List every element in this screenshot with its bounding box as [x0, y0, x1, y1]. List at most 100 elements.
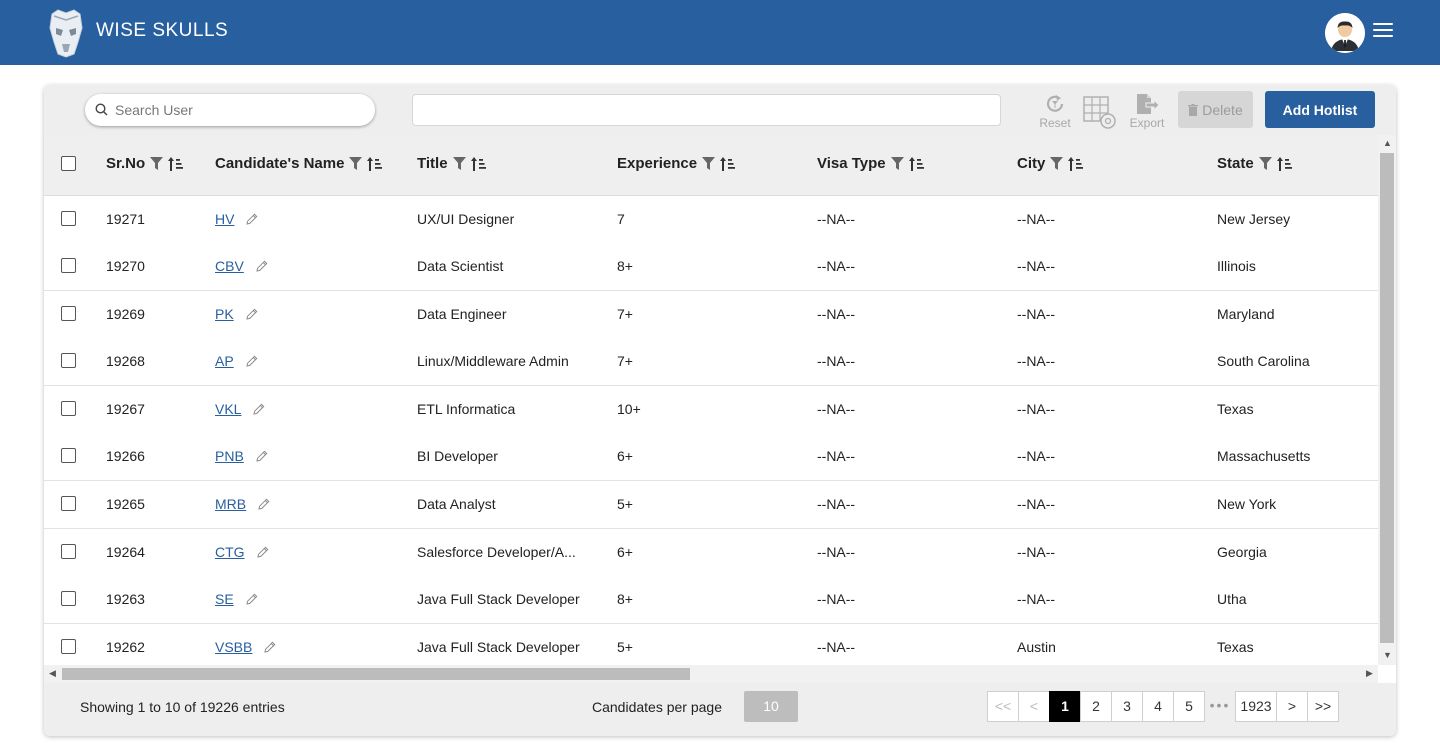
vertical-scrollbar[interactable]: ▲ ▼: [1378, 135, 1396, 665]
candidate-name-link[interactable]: HV: [215, 211, 235, 227]
column-header[interactable]: Sr.No: [106, 155, 184, 172]
page-button[interactable]: 2: [1080, 691, 1112, 722]
per-page-select[interactable]: 10: [744, 691, 798, 722]
scroll-down-arrow-icon[interactable]: ▼: [1383, 650, 1392, 660]
row-checkbox[interactable]: [61, 211, 76, 226]
sort-icon[interactable]: [908, 156, 924, 171]
page-button[interactable]: 1: [1049, 691, 1081, 722]
add-hotlist-button[interactable]: Add Hotlist: [1265, 91, 1375, 128]
table-row[interactable]: 19267 VKL ETL Informatica 10+ --NA-- --NA-- Te…: [44, 386, 1378, 434]
edit-pencil-icon[interactable]: [256, 450, 268, 462]
candidate-name-link[interactable]: AP: [215, 353, 234, 369]
page-button[interactable]: 4: [1142, 691, 1174, 722]
column-settings-button[interactable]: [1081, 95, 1119, 134]
edit-pencil-icon[interactable]: [256, 546, 269, 558]
filter-input[interactable]: [412, 94, 1001, 126]
filter-icon[interactable]: [349, 156, 363, 171]
sort-icon[interactable]: [367, 156, 383, 171]
last-page-button[interactable]: >>: [1307, 691, 1339, 722]
row-checkbox[interactable]: [61, 591, 76, 606]
row-checkbox[interactable]: [61, 306, 76, 321]
table-row[interactable]: 19266 PNB BI Developer 6+ --NA-- --NA-- Massac…: [44, 433, 1378, 481]
sort-icon[interactable]: [470, 156, 486, 171]
search-box[interactable]: [85, 94, 375, 126]
skull-logo-icon[interactable]: [48, 8, 84, 58]
prev-page-button[interactable]: <: [1018, 691, 1050, 722]
edit-pencil-icon[interactable]: [246, 308, 258, 320]
scroll-left-arrow-icon[interactable]: ◀: [49, 668, 56, 678]
edit-pencil-icon[interactable]: [246, 213, 258, 225]
edit-pencil-icon[interactable]: [246, 593, 258, 605]
candidate-name-cell: PK: [215, 291, 258, 338]
filter-icon[interactable]: [890, 156, 904, 171]
table-row[interactable]: 19269 PK Data Engineer 7+ --NA-- --NA-- Maryla…: [44, 291, 1378, 339]
row-checkbox[interactable]: [61, 401, 76, 416]
table-row[interactable]: 19263 SE Java Full Stack Developer 8+ --NA--…: [44, 576, 1378, 624]
candidate-name-link[interactable]: PNB: [215, 448, 244, 464]
search-icon: [95, 103, 108, 116]
column-header[interactable]: Candidate's Name: [215, 155, 383, 172]
table-row[interactable]: 19268 AP Linux/Middleware Admin 7+ --NA-- --N…: [44, 338, 1378, 386]
candidate-name-link[interactable]: CBV: [215, 258, 244, 274]
vertical-scroll-thumb[interactable]: [1380, 153, 1394, 643]
delete-button[interactable]: Delete: [1178, 91, 1253, 128]
candidate-name-cell: VSBB: [215, 624, 276, 671]
visa-type-cell: --NA--: [817, 448, 856, 464]
edit-pencil-icon[interactable]: [264, 641, 276, 653]
column-header[interactable]: City: [1017, 155, 1084, 172]
candidate-name-cell: HV: [215, 196, 258, 243]
sort-icon[interactable]: [1276, 156, 1292, 171]
scroll-up-arrow-icon[interactable]: ▲: [1383, 138, 1392, 148]
horizontal-scroll-thumb[interactable]: [62, 668, 690, 680]
edit-pencil-icon[interactable]: [258, 498, 270, 510]
select-all-checkbox[interactable]: [61, 156, 76, 171]
row-checkbox[interactable]: [61, 544, 76, 559]
table-row[interactable]: 19265 MRB Data Analyst 5+ --NA-- --NA-- New Yo…: [44, 481, 1378, 529]
hamburger-menu-icon[interactable]: [1373, 23, 1393, 41]
export-button[interactable]: Export: [1127, 93, 1167, 130]
page-button[interactable]: 5: [1173, 691, 1205, 722]
candidate-name-link[interactable]: MRB: [215, 496, 247, 512]
first-page-button[interactable]: <<: [987, 691, 1019, 722]
scroll-right-arrow-icon[interactable]: ▶: [1366, 668, 1373, 678]
edit-pencil-icon[interactable]: [256, 260, 268, 272]
candidate-name-link[interactable]: PK: [215, 306, 234, 322]
sort-icon[interactable]: [168, 156, 184, 171]
sort-icon[interactable]: [720, 156, 736, 171]
row-checkbox[interactable]: [61, 496, 76, 511]
candidate-name-link[interactable]: SE: [215, 591, 234, 607]
row-checkbox[interactable]: [61, 258, 76, 273]
row-checkbox[interactable]: [61, 448, 76, 463]
row-checkbox[interactable]: [61, 353, 76, 368]
candidate-name-link[interactable]: VSBB: [215, 639, 253, 655]
candidate-name-link[interactable]: CTG: [215, 544, 245, 560]
horizontal-scrollbar[interactable]: ◀ ▶: [44, 665, 1378, 683]
filter-icon[interactable]: [452, 156, 466, 171]
column-header[interactable]: State: [1217, 155, 1292, 172]
table-row[interactable]: 19270 CBV Data Scientist 8+ --NA-- --NA-- Illi…: [44, 243, 1378, 291]
candidate-name-link[interactable]: VKL: [215, 401, 242, 417]
column-header[interactable]: Experience: [617, 155, 736, 172]
edit-pencil-icon[interactable]: [253, 403, 265, 415]
next-page-button[interactable]: >: [1276, 691, 1308, 722]
candidate-name-cell: MRB: [215, 481, 270, 528]
filter-icon[interactable]: [1258, 156, 1272, 171]
table-row[interactable]: 19264 CTG Salesforce Developer/A... 6+ --NA-…: [44, 529, 1378, 577]
reset-button[interactable]: Reset: [1038, 93, 1072, 130]
last-page-number-button[interactable]: 1923: [1235, 691, 1277, 722]
filter-icon[interactable]: [150, 156, 164, 171]
column-header[interactable]: Title: [417, 155, 486, 172]
user-avatar-icon[interactable]: [1325, 13, 1365, 53]
row-checkbox[interactable]: [61, 639, 76, 654]
page-button[interactable]: 3: [1111, 691, 1143, 722]
filter-icon[interactable]: [1050, 156, 1064, 171]
experience-cell: 7+: [617, 306, 633, 322]
sr-no-cell: 19263: [106, 591, 145, 607]
sort-icon[interactable]: [1068, 156, 1084, 171]
column-header[interactable]: Visa Type: [817, 155, 924, 172]
search-input[interactable]: [115, 94, 365, 126]
filter-icon[interactable]: [702, 156, 716, 171]
title-cell: Java Full Stack Developer: [417, 639, 580, 655]
table-row[interactable]: 19271 HV UX/UI Designer 7 --NA-- --NA-- New Je…: [44, 196, 1378, 244]
edit-pencil-icon[interactable]: [246, 355, 258, 367]
